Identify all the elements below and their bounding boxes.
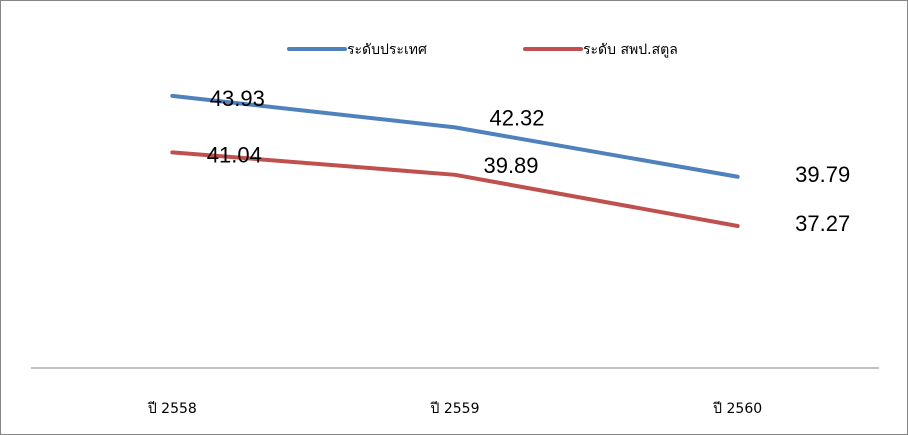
data-label: 43.93 <box>210 86 265 111</box>
data-label: 37.27 <box>795 211 850 236</box>
data-label: 39.89 <box>483 153 538 178</box>
x-tick-label: ปี 2560 <box>713 401 762 417</box>
x-tick-label: ปี 2558 <box>147 401 196 417</box>
legend-label: ระดับประเทศ <box>347 42 427 58</box>
legend-label: ระดับ สพป.สตูล <box>583 42 678 58</box>
legend-item: ระดับ สพป.สตูล <box>523 42 678 58</box>
x-tick-labels: ปี 2558 ปี 2559 ปี 2560 <box>147 401 762 417</box>
legend-item: ระดับประเทศ <box>287 42 427 58</box>
x-tick-label: ปี 2559 <box>430 401 479 417</box>
series-layer <box>170 93 740 228</box>
data-label: 39.79 <box>795 162 850 187</box>
legend: ระดับประเทศ ระดับ สพป.สตูล <box>287 42 678 58</box>
data-labels: 43.93 42.32 39.79 41.04 39.89 37.27 <box>207 86 850 236</box>
data-label: 41.04 <box>207 142 262 167</box>
data-label: 42.32 <box>489 105 544 130</box>
